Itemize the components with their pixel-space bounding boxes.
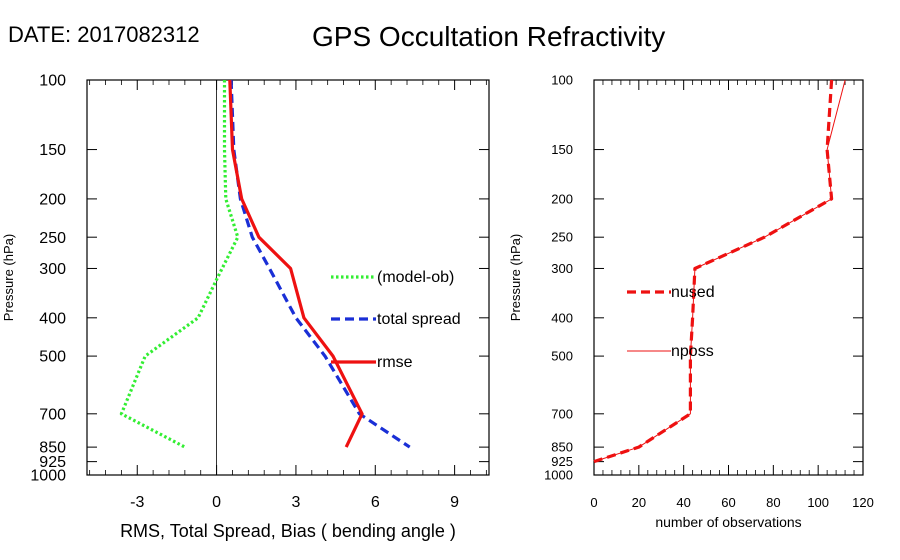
x-tick-label: 60: [721, 495, 735, 510]
x-tick-label: -3: [130, 494, 144, 511]
y-tick-label: 250: [39, 230, 66, 247]
legend-label: nposs: [671, 343, 714, 360]
x-axis-title: RMS, Total Spread, Bias ( bending angle …: [120, 521, 456, 541]
x-tick-label: 0: [212, 494, 221, 511]
y-tick-label: 250: [551, 230, 573, 245]
legend-label: total spread: [377, 311, 461, 328]
x-tick-label: 9: [450, 494, 459, 511]
y-tick-label: 100: [39, 73, 66, 90]
y-tick-label: 1000: [544, 468, 573, 483]
y-tick-label: 150: [39, 142, 66, 159]
y-tick-label: 700: [39, 406, 66, 423]
x-tick-label: 0: [590, 495, 597, 510]
series-line-nposs: [593, 79, 846, 463]
y-axis-title: Pressure (hPa): [1, 234, 16, 321]
y-tick-label: 200: [551, 191, 573, 206]
series-line-rmse: [228, 79, 364, 448]
y-tick-label: 200: [39, 192, 66, 209]
y-tick-label: 300: [551, 261, 573, 276]
plot-frame: [593, 79, 864, 476]
y-tick-label: 1000: [30, 468, 66, 485]
y-tick-label: 150: [551, 142, 573, 157]
legend-label: nused: [671, 284, 715, 301]
y-tick-label: 400: [39, 310, 66, 327]
y-tick-label: 300: [39, 261, 66, 278]
chart-title: GPS Occultation Refractivity: [312, 21, 666, 52]
y-tick-label: 700: [551, 406, 573, 421]
date-label: DATE: 2017082312: [8, 22, 200, 47]
plot-frame: [86, 79, 490, 476]
series-line-nused: [593, 79, 834, 464]
y-tick-label: 100: [551, 73, 573, 88]
legend-label: (model-ob): [377, 269, 454, 286]
series-line-model-ob: [119, 80, 240, 449]
y-tick-label: 500: [39, 349, 66, 366]
x-tick-label: 100: [807, 495, 829, 510]
y-tick-label: 925: [39, 454, 66, 471]
y-tick-label: 500: [551, 349, 573, 364]
x-tick-label: 3: [291, 494, 300, 511]
y-tick-label: 400: [551, 310, 573, 325]
x-tick-label: 6: [371, 494, 380, 511]
x-tick-label: 20: [632, 495, 646, 510]
x-tick-label: 120: [852, 495, 874, 510]
x-axis-title: number of observations: [655, 514, 801, 530]
y-tick-label: 850: [39, 440, 66, 457]
y-axis-title: Pressure (hPa): [508, 234, 523, 321]
series-line-total-spread: [229, 79, 411, 449]
x-tick-label: 80: [766, 495, 780, 510]
y-tick-label: 925: [551, 454, 573, 469]
x-tick-label: 40: [676, 495, 690, 510]
y-tick-label: 850: [551, 440, 573, 455]
legend-label: rmse: [377, 354, 413, 371]
